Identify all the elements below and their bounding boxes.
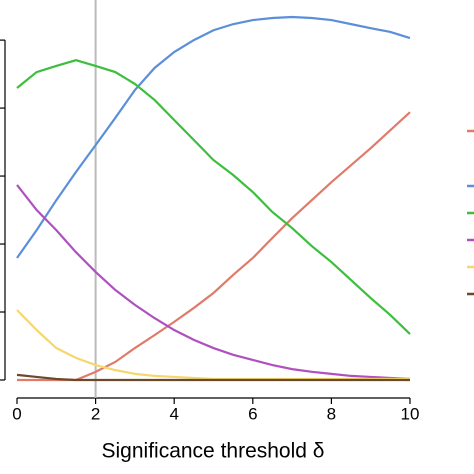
x-tick-label: 6: [248, 404, 257, 423]
series-line: [16, 309, 410, 381]
x-axis-label: Significance threshold δ: [102, 440, 325, 463]
x-tick-label: 8: [327, 404, 336, 423]
series-line: [17, 111, 411, 382]
series-line: [16, 373, 410, 382]
series-line: [16, 59, 411, 335]
x-tick-label: 0: [12, 404, 21, 423]
x-tick-label: 4: [169, 404, 178, 423]
series-line: [16, 15, 411, 259]
series-line: [16, 184, 411, 381]
x-tick-label: 2: [91, 404, 100, 423]
x-tick-label: 10: [401, 404, 420, 423]
